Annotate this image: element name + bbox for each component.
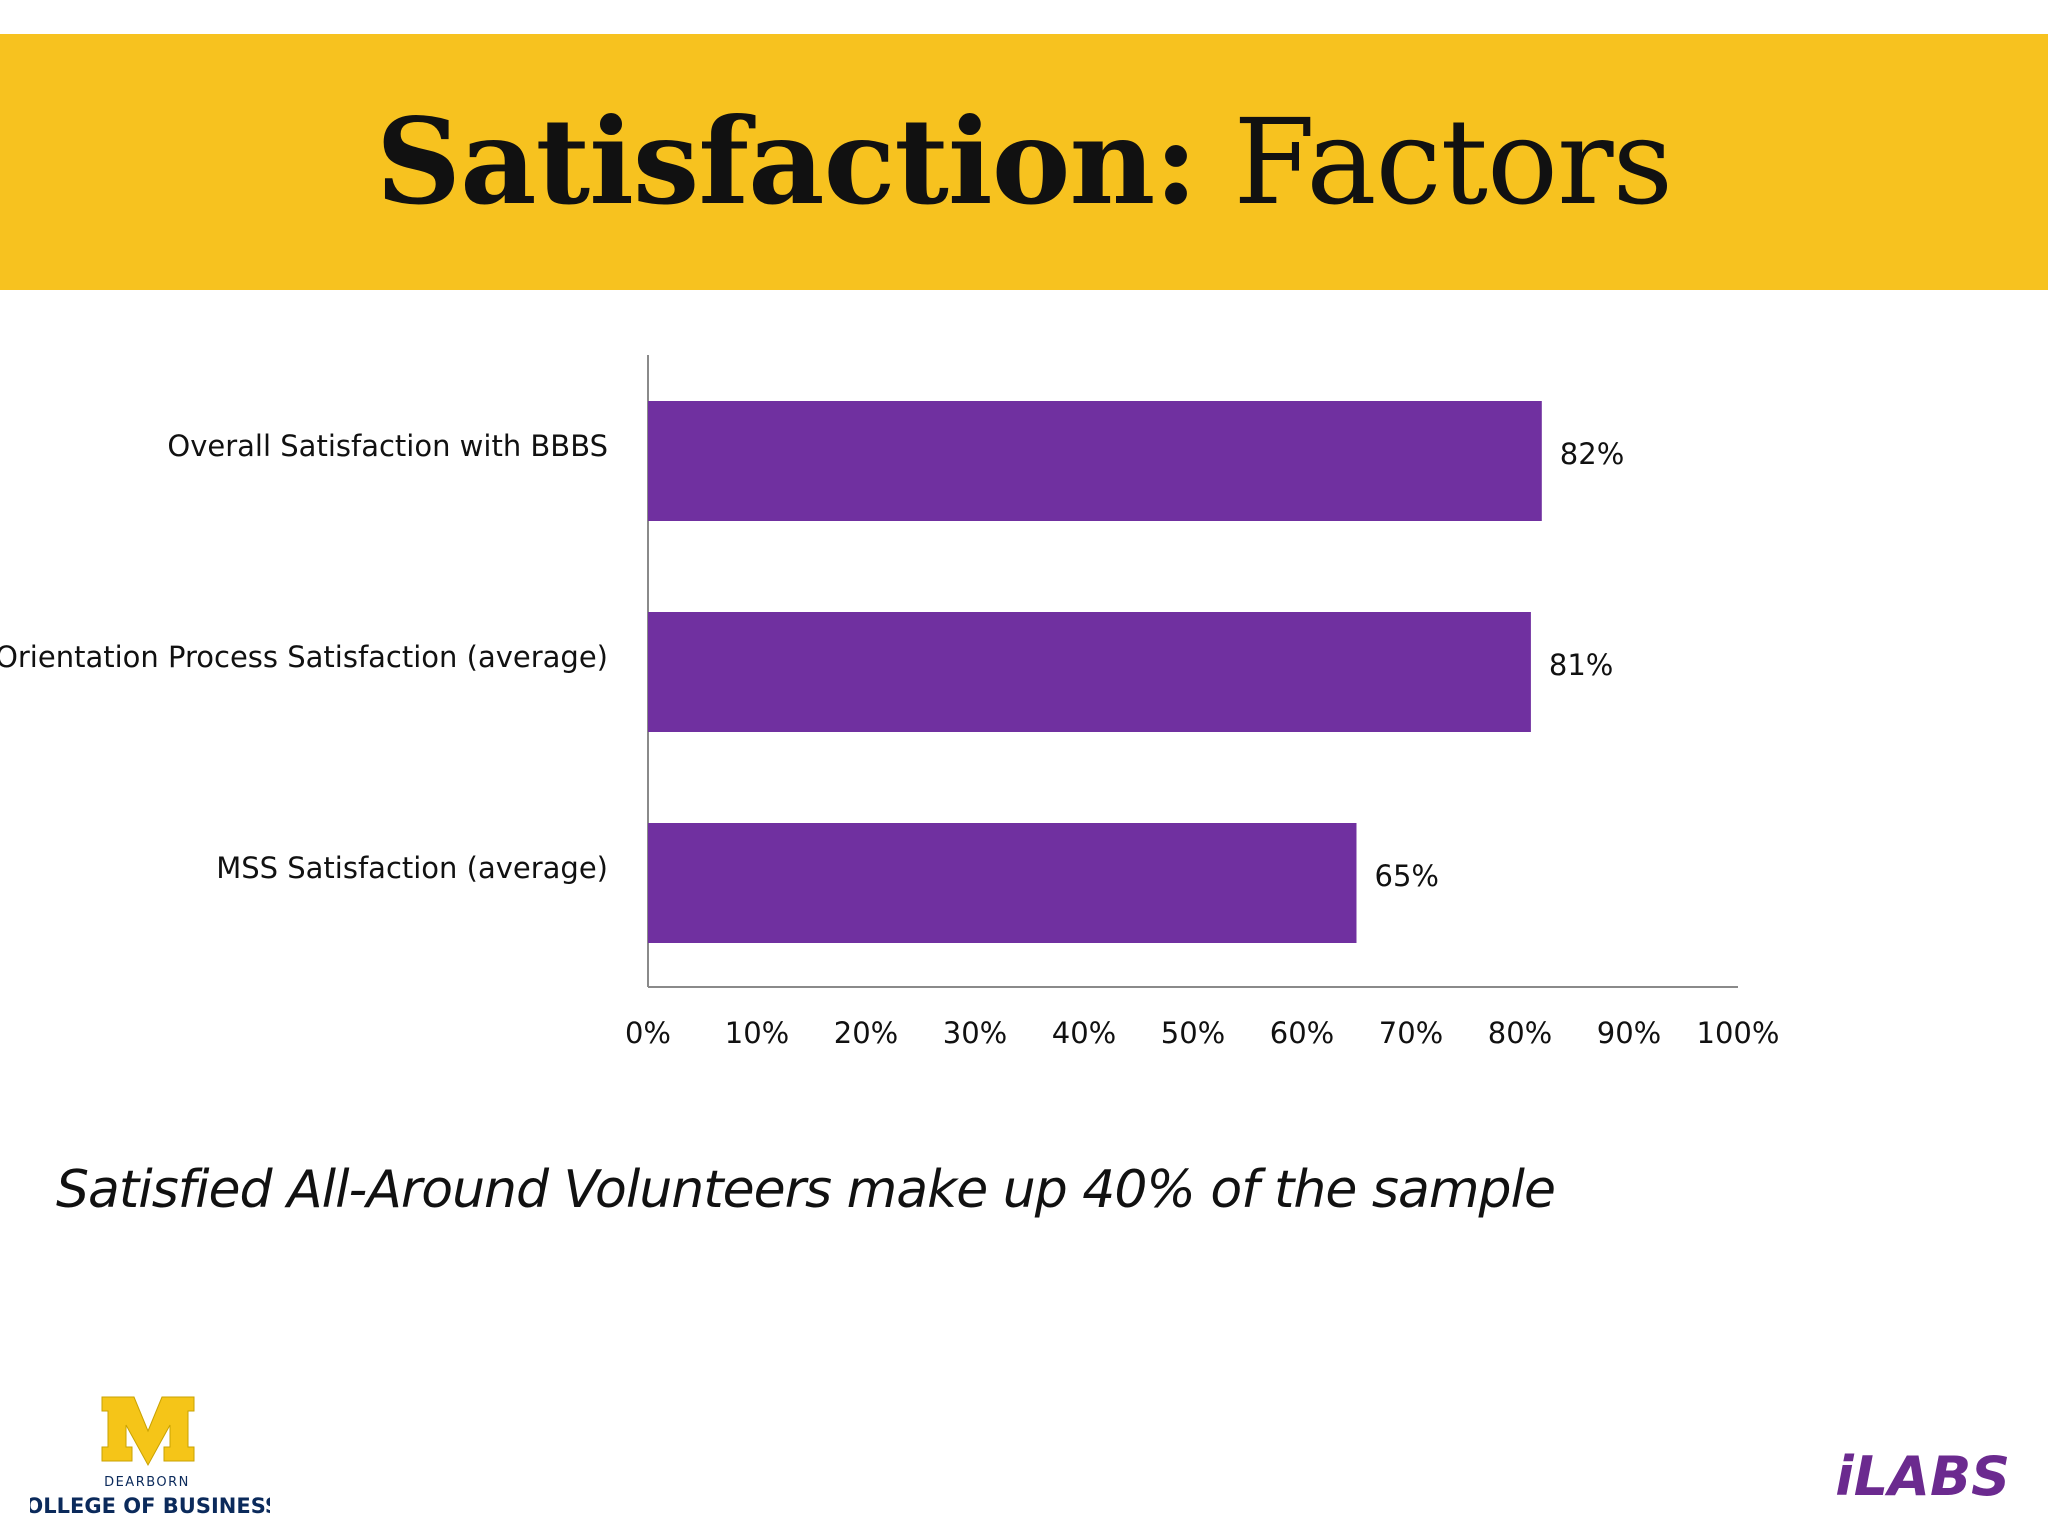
- x-tick-label: 60%: [1270, 1016, 1334, 1050]
- title-rest: Factors: [1196, 93, 1673, 231]
- x-tick-label: 100%: [1697, 1016, 1780, 1050]
- bar: [648, 401, 1542, 521]
- bar: [648, 823, 1357, 943]
- data-label: 65%: [1375, 859, 1439, 893]
- data-label: 82%: [1560, 437, 1624, 471]
- block-m-icon: [101, 1396, 195, 1467]
- category-label: MSS Satisfaction (average): [216, 851, 608, 885]
- x-tick-label: 90%: [1597, 1016, 1661, 1050]
- x-tick-label: 50%: [1161, 1016, 1225, 1050]
- bar-chart: Overall Satisfaction with BBBS 82% Orienta…: [0, 355, 1780, 1050]
- um-campus-label: DEARBORN: [104, 1475, 190, 1490]
- title-bold: Satisfaction:: [375, 92, 1198, 231]
- ilabs-logo: iLABS: [1835, 1445, 2010, 1508]
- category-label: Orientation Process Satisfaction (averag…: [0, 640, 608, 674]
- page-title: Satisfaction: Factors: [376, 103, 1673, 222]
- ilabs-wordmark: iLABS: [1835, 1445, 2010, 1508]
- um-dearborn-logo: DEARBORN COLLEGE OF BUSINESS: [30, 1396, 270, 1518]
- um-college-label: COLLEGE OF BUSINESS: [30, 1494, 270, 1518]
- x-tick-label: 10%: [725, 1016, 789, 1050]
- bar: [648, 612, 1531, 732]
- x-tick-label: 0%: [625, 1016, 671, 1050]
- category-label: Overall Satisfaction with BBBS: [167, 429, 608, 463]
- data-label: 81%: [1549, 648, 1613, 682]
- x-tick-label: 80%: [1488, 1016, 1552, 1050]
- x-tick-label: 40%: [1052, 1016, 1116, 1050]
- x-tick-label: 20%: [834, 1016, 898, 1050]
- x-tick-label: 30%: [943, 1016, 1007, 1050]
- sample-note: Satisfied All-Around Volunteers make up …: [56, 1160, 1556, 1220]
- title-banner: Satisfaction: Factors: [0, 34, 2048, 290]
- x-tick-label: 70%: [1379, 1016, 1443, 1050]
